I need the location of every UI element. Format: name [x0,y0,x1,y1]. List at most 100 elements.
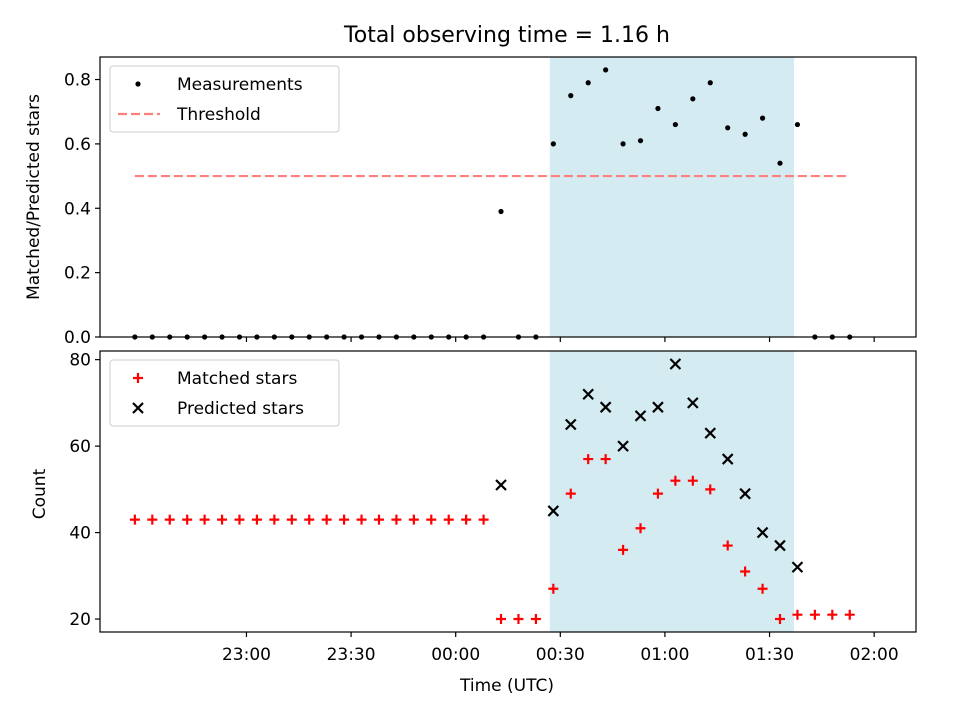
matched-star-point [705,484,716,495]
predicted-star-point [495,479,507,491]
matched-star-point [373,514,384,525]
matched-star-point [182,514,193,525]
predicted-star-point [582,388,594,401]
x-tick-label: 23:00 [222,645,271,665]
measurement-point [777,160,783,166]
legend-label: Threshold [176,105,261,125]
measurement-point [759,115,766,121]
x-tick-label: 00:30 [536,645,585,665]
figure-title: Total observing time = 1.16 h [343,23,670,48]
top-axes-frame [99,56,917,338]
bottom-y-axis: 20 40 60 80 [69,351,100,630]
bottom-x-axis: 23:00 23:30 00:00 00:30 01:00 01:30 02:00 [222,632,899,665]
matched-star-point [443,514,454,525]
matched-star-point [513,614,524,625]
matched-star-point [461,514,472,525]
predicted-star-point [739,487,751,500]
y-tick-label: 40 [69,524,91,544]
legend-label: Predicted stars [177,399,304,419]
measurement-point [707,80,713,86]
matched-star-point [565,488,576,499]
matched-star-point [129,514,140,525]
y-tick-label: 60 [69,437,91,457]
matched-star-point [757,583,768,594]
y-tick-label: 0.4 [64,199,91,219]
bottom-y-axis-label: Count [30,468,50,519]
matched-star-point [164,514,175,525]
matched-star-point [199,514,210,525]
x-tick-label: 02:00 [850,645,899,665]
predicted-star-point [617,440,629,452]
legend-plus-marker [133,373,143,383]
measurement-point [603,67,609,73]
matched-star-point [426,514,437,525]
matched-star-point [809,609,820,620]
measurement-point [672,121,678,128]
matched-star-point [635,523,646,534]
legend-box [109,65,340,133]
bottom-axes-frame [99,350,917,633]
y-tick-label: 80 [69,351,91,371]
measurement-point [620,141,626,147]
legend-dot-marker [135,81,141,87]
predicted-star-point [634,410,647,422]
matched-star-point [530,614,541,625]
measurement-point [585,80,591,86]
measurement-point [568,93,574,99]
matched-star-point [269,514,280,525]
x-tick-label: 00:00 [431,645,480,665]
matched-star-point [478,514,489,525]
measurement-point [498,208,504,215]
predicted-star-point [774,539,786,552]
matched-star-point [583,454,594,465]
bottom-panel: 20 40 60 80 23:00 23:30 00:00 00:30 01:00 01:30 0… [30,350,917,665]
y-tick-label: 0.0 [64,328,91,348]
bottom-legend: Matched stars Predicted stars [109,359,340,427]
predicted-star-point [687,397,699,409]
top-y-axis-label: Matched/Predicted stars [24,94,44,300]
measurement-point [550,141,556,147]
predicted-star-point [669,358,682,370]
measurement-point [742,131,748,137]
predicted-star-point [599,401,612,413]
matched-star-point [339,514,350,525]
matched-star-point [792,609,803,620]
matched-star-point [687,475,698,486]
matched-star-point [548,583,559,594]
measurement-point [725,125,731,131]
y-tick-label: 0.8 [64,71,91,91]
top-legend: Measurements Threshold [109,65,340,133]
predicted-star-point [704,427,717,439]
legend-label: Measurements [177,75,303,95]
predicted-star-point [721,453,734,465]
x-tick-label: 01:30 [745,645,794,665]
matched-star-point [600,454,611,465]
matched-star-point [251,514,262,525]
matched-star-point [670,475,681,486]
legend-label: Matched stars [177,369,297,389]
matched-star-point [408,514,419,525]
measurement-point [637,138,644,144]
predicted-star-point [756,526,769,539]
observing-window-span [549,57,794,337]
legend-box [109,359,340,427]
matched-star-point [652,488,663,499]
star-count-points [129,358,855,625]
matched-star-point [775,614,785,625]
predicted-star-point [791,561,804,573]
y-tick-label: 0.2 [64,264,91,284]
matched-star-point [234,514,245,525]
x-tick-label: 01:00 [640,645,689,665]
measurement-point [690,96,696,102]
matched-star-point [618,544,629,555]
measurement-point [655,105,661,112]
predicted-star-point [547,505,560,517]
x-axis-label: Time (UTC) [459,676,554,696]
top-panel: 0.00.20.40.60.8 Matched/Predicted stars … [24,56,917,348]
matched-star-point [722,540,733,551]
matched-star-point [217,514,228,525]
predicted-star-point [564,418,577,431]
legend-x-marker [132,402,144,414]
matched-star-point [321,514,332,525]
